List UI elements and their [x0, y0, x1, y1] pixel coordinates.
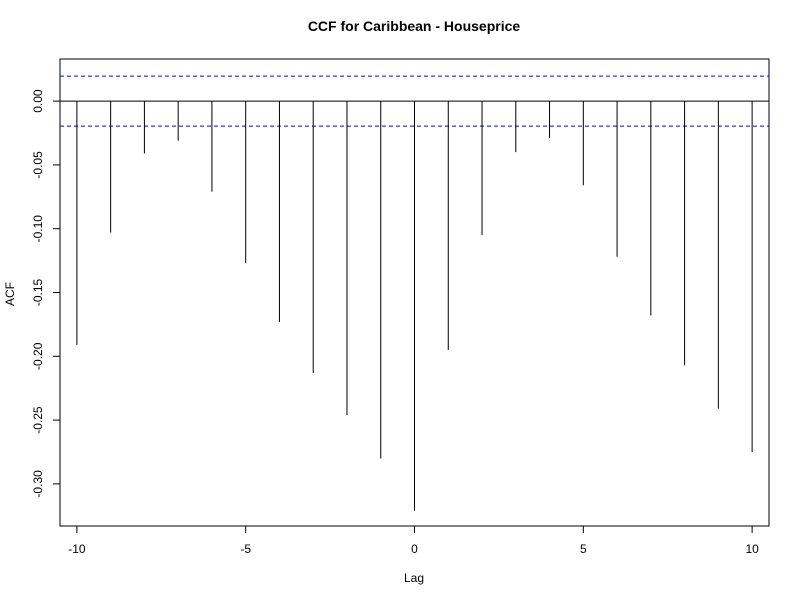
x-tick-label: 5 — [580, 542, 587, 556]
y-tick-label: -0.30 — [31, 470, 45, 498]
x-axis-label: Lag — [404, 571, 424, 585]
y-tick-label: -0.15 — [31, 279, 45, 307]
chart-title: CCF for Caribbean - Houseprice — [308, 18, 521, 34]
plot-layer: -10 -5 0 5 10 0.00 -0.05 -0.10 -0.15 -0.20 -0.25 -0… — [31, 75, 769, 556]
x-tick-label: -5 — [240, 542, 251, 556]
y-tick-label: -0.05 — [31, 151, 45, 179]
y-tick-label: -0.10 — [31, 215, 45, 243]
y-tick-label: -0.20 — [31, 342, 45, 370]
x-tick-label: 10 — [745, 542, 759, 556]
x-tick-label: 0 — [411, 542, 418, 556]
y-axis-label: ACF — [3, 282, 17, 306]
y-tick-label: -0.25 — [31, 406, 45, 434]
x-tick-label: -10 — [68, 542, 86, 556]
y-tick-label: 0.00 — [31, 89, 45, 113]
